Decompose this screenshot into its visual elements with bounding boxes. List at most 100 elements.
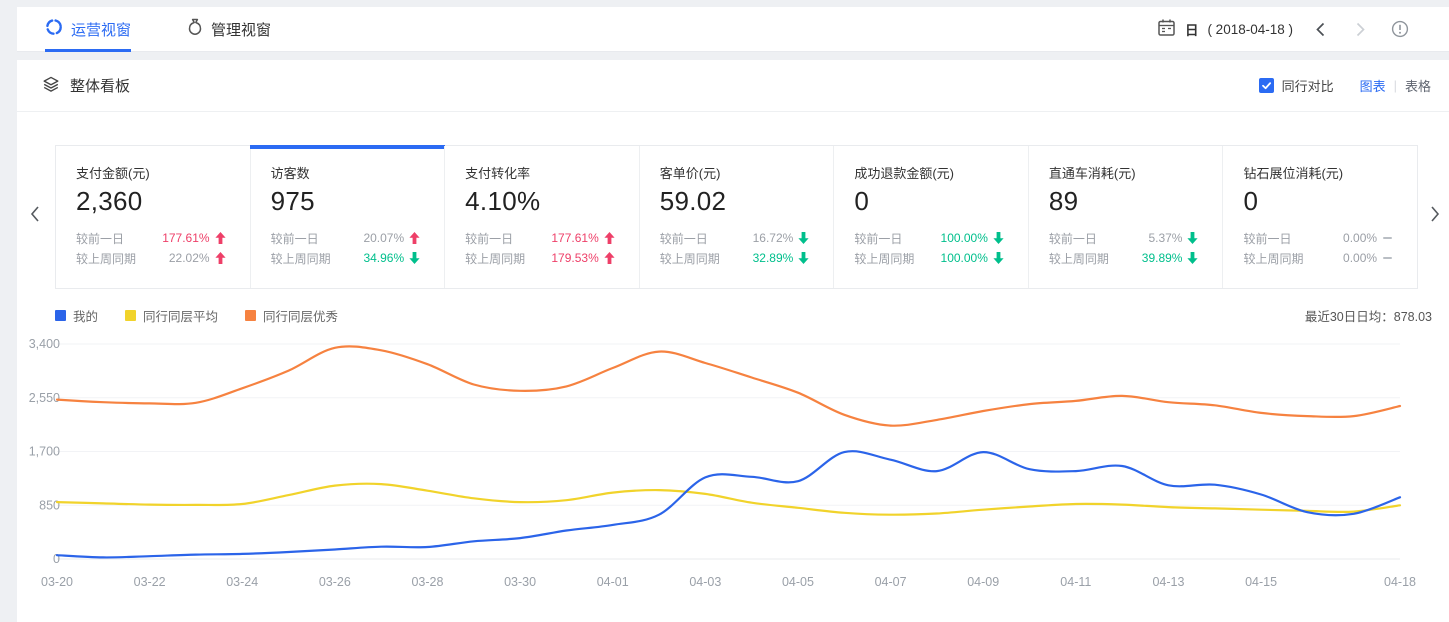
prev-date-button[interactable] xyxy=(1307,16,1333,42)
tab-management-view[interactable]: 管理视窗 xyxy=(187,7,271,52)
x-axis-label: 04-03 xyxy=(689,575,721,589)
x-axis-label: 04-13 xyxy=(1152,575,1184,589)
metric-card-6[interactable]: 直通车消耗(元) 89 较前一日 5.37% 较上周同期 39.89% xyxy=(1027,146,1223,288)
compare-value: 0.00% xyxy=(1343,231,1378,245)
metric-card-2[interactable]: 访客数 975 较前一日 20.07% 较上周同期 34.96% xyxy=(249,145,446,288)
metric-title: 支付转化率 xyxy=(465,166,531,181)
date-range-label: ( 2018-04-18 ) xyxy=(1207,21,1293,37)
check-icon xyxy=(1261,82,1271,90)
trend-down-icon xyxy=(409,252,420,264)
sync-circle-icon xyxy=(45,18,63,40)
compare-rows: 较前一日 16.72% 较上周同期 32.89% xyxy=(660,228,834,268)
x-axis-label: 04-09 xyxy=(967,575,999,589)
compare-rows: 较前一日 5.37% 较上周同期 39.89% xyxy=(1049,228,1223,268)
x-axis-label: 04-18 xyxy=(1384,575,1416,589)
carousel-prev-button[interactable] xyxy=(26,201,44,227)
metric-card-5[interactable]: 成功退款金额(元) 0 较前一日 100.00% 较上周同期 100.00% xyxy=(833,146,1028,288)
compare-value: 179.53% xyxy=(551,251,599,265)
trend-down-icon xyxy=(993,232,1004,244)
line-chart: 0 850 1,700 2,550 3,400 03-20 03-22 03-24 03-26 0… xyxy=(17,331,1449,622)
trend-up-icon xyxy=(214,232,226,244)
compare-value: 177.61% xyxy=(551,231,599,245)
view-divider: | xyxy=(1393,78,1397,93)
board-title: 整体看板 xyxy=(70,78,131,95)
view-chart-link[interactable]: 图表 xyxy=(1359,79,1386,94)
metric-title: 客单价(元) xyxy=(659,166,721,181)
average-annotation: 最近30日日均：878.03 xyxy=(1304,310,1432,324)
legend-item-peer-excellent[interactable]: 同行同层优秀 xyxy=(245,306,338,325)
trend-up-icon xyxy=(409,232,420,244)
compare-rows: 较前一日 20.07% 较上周同期 34.96% xyxy=(271,228,445,268)
date-picker[interactable]: 日 ( 2018-04-18 ) xyxy=(1157,18,1293,40)
trend-up-icon xyxy=(604,252,615,264)
metric-title: 直通车消耗(元) xyxy=(1048,166,1136,181)
x-axis-label: 04-01 xyxy=(597,575,629,589)
x-axis-label: 04-15 xyxy=(1245,575,1277,589)
compare-value: 39.89% xyxy=(1141,251,1183,265)
trend-down-icon xyxy=(798,252,809,264)
layers-icon xyxy=(41,74,61,98)
legend-swatch-peer-excellent xyxy=(245,310,257,321)
legend-item-mine[interactable]: 我的 xyxy=(55,306,98,325)
compare-row: 较上周同期 179.53% xyxy=(465,248,639,268)
compare-label: 较前一日 xyxy=(270,231,319,246)
x-axis-label: 03-28 xyxy=(411,575,443,589)
board-header: 整体看板 同行对比 图表 | 表格 xyxy=(17,60,1449,112)
metric-card-7[interactable]: 钻石展位消耗(元) 0 较前一日 0.00% 较上周同期 0.00% xyxy=(1222,146,1418,288)
legend-item-peer-average[interactable]: 同行同层平均 xyxy=(125,306,218,325)
x-axis-label: 03-20 xyxy=(41,575,73,589)
x-axis-label: 04-11 xyxy=(1060,575,1091,589)
trend-up-icon xyxy=(214,252,226,264)
compare-label: 较前一日 xyxy=(1048,231,1097,246)
info-icon[interactable] xyxy=(1387,16,1413,42)
compare-label: 较前一日 xyxy=(659,231,708,246)
compare-row: 较前一日 16.72% xyxy=(660,228,834,248)
tab-operations-view[interactable]: 运营视窗 xyxy=(45,7,132,52)
calendar-icon xyxy=(1157,18,1176,40)
compare-row: 较前一日 177.61% xyxy=(465,228,639,248)
compare-value: 22.02% xyxy=(168,251,210,265)
peer-compare-checkbox[interactable] xyxy=(1258,78,1274,93)
compare-rows: 较前一日 177.61% 较上周同期 179.53% xyxy=(465,228,639,268)
metric-cards-row: 支付金额(元) 2,360 较前一日 177.61% 较上周同期 22.02% 访客数 975… xyxy=(55,145,1418,289)
compare-label: 较上周同期 xyxy=(270,251,331,266)
compare-value: 20.07% xyxy=(363,231,405,245)
compare-rows: 较前一日 0.00% 较上周同期 0.00% xyxy=(1243,228,1417,268)
metric-card-4[interactable]: 客单价(元) 59.02 较前一日 16.72% 较上周同期 32.89% xyxy=(638,146,834,288)
x-axis-label: 04-07 xyxy=(875,575,907,589)
compare-value: 16.72% xyxy=(752,231,794,245)
active-tab-underline xyxy=(45,48,132,52)
carousel-next-button[interactable] xyxy=(1426,201,1444,227)
selected-card-indicator xyxy=(249,145,446,149)
metric-value: 2,360 xyxy=(76,186,143,216)
compare-label: 较前一日 xyxy=(76,231,125,246)
y-axis-label: 0 xyxy=(53,552,60,566)
peer-compare-label[interactable]: 同行对比 xyxy=(1281,79,1334,94)
metric-title: 支付金额(元) xyxy=(76,166,150,181)
compare-row: 较上周同期 100.00% xyxy=(854,248,1028,268)
series-line-1 xyxy=(55,482,1402,516)
compare-row: 较上周同期 39.89% xyxy=(1049,248,1223,268)
date-granularity: 日 xyxy=(1184,23,1199,38)
compare-rows: 较前一日 177.61% 较上周同期 22.02% xyxy=(76,228,250,268)
x-axis-label: 03-26 xyxy=(319,575,351,589)
metric-card-3[interactable]: 支付转化率 4.10% 较前一日 177.61% 较上周同期 179.53% xyxy=(444,146,639,288)
metric-value: 59.02 xyxy=(659,186,727,216)
view-table-link[interactable]: 表格 xyxy=(1404,79,1431,94)
metric-card-1[interactable]: 支付金额(元) 2,360 较前一日 177.61% 较上周同期 22.02% xyxy=(56,146,250,288)
compare-row: 较前一日 20.07% xyxy=(271,228,445,248)
compare-label: 较上周同期 xyxy=(76,251,137,266)
metric-value: 89 xyxy=(1048,186,1079,216)
x-axis-label: 04-05 xyxy=(782,575,814,589)
board-panel: 整体看板 同行对比 图表 | 表格 支付金额(元) 2,360 较前一日 177.61… xyxy=(17,60,1449,622)
compare-row: 较上周同期 0.00% xyxy=(1243,248,1417,268)
compare-label: 较上周同期 xyxy=(659,251,720,266)
top-bar: 运营视窗 管理视窗 日 ( 2018-04-18 ) xyxy=(17,7,1449,52)
metric-value: 975 xyxy=(270,186,315,216)
y-axis-label: 1,700 xyxy=(29,445,60,459)
next-date-button[interactable] xyxy=(1347,16,1373,42)
compare-label: 较上周同期 xyxy=(465,251,526,266)
metric-title: 钻石展位消耗(元) xyxy=(1243,166,1344,181)
metric-value: 0 xyxy=(854,186,870,216)
compare-value: 34.96% xyxy=(363,251,405,265)
